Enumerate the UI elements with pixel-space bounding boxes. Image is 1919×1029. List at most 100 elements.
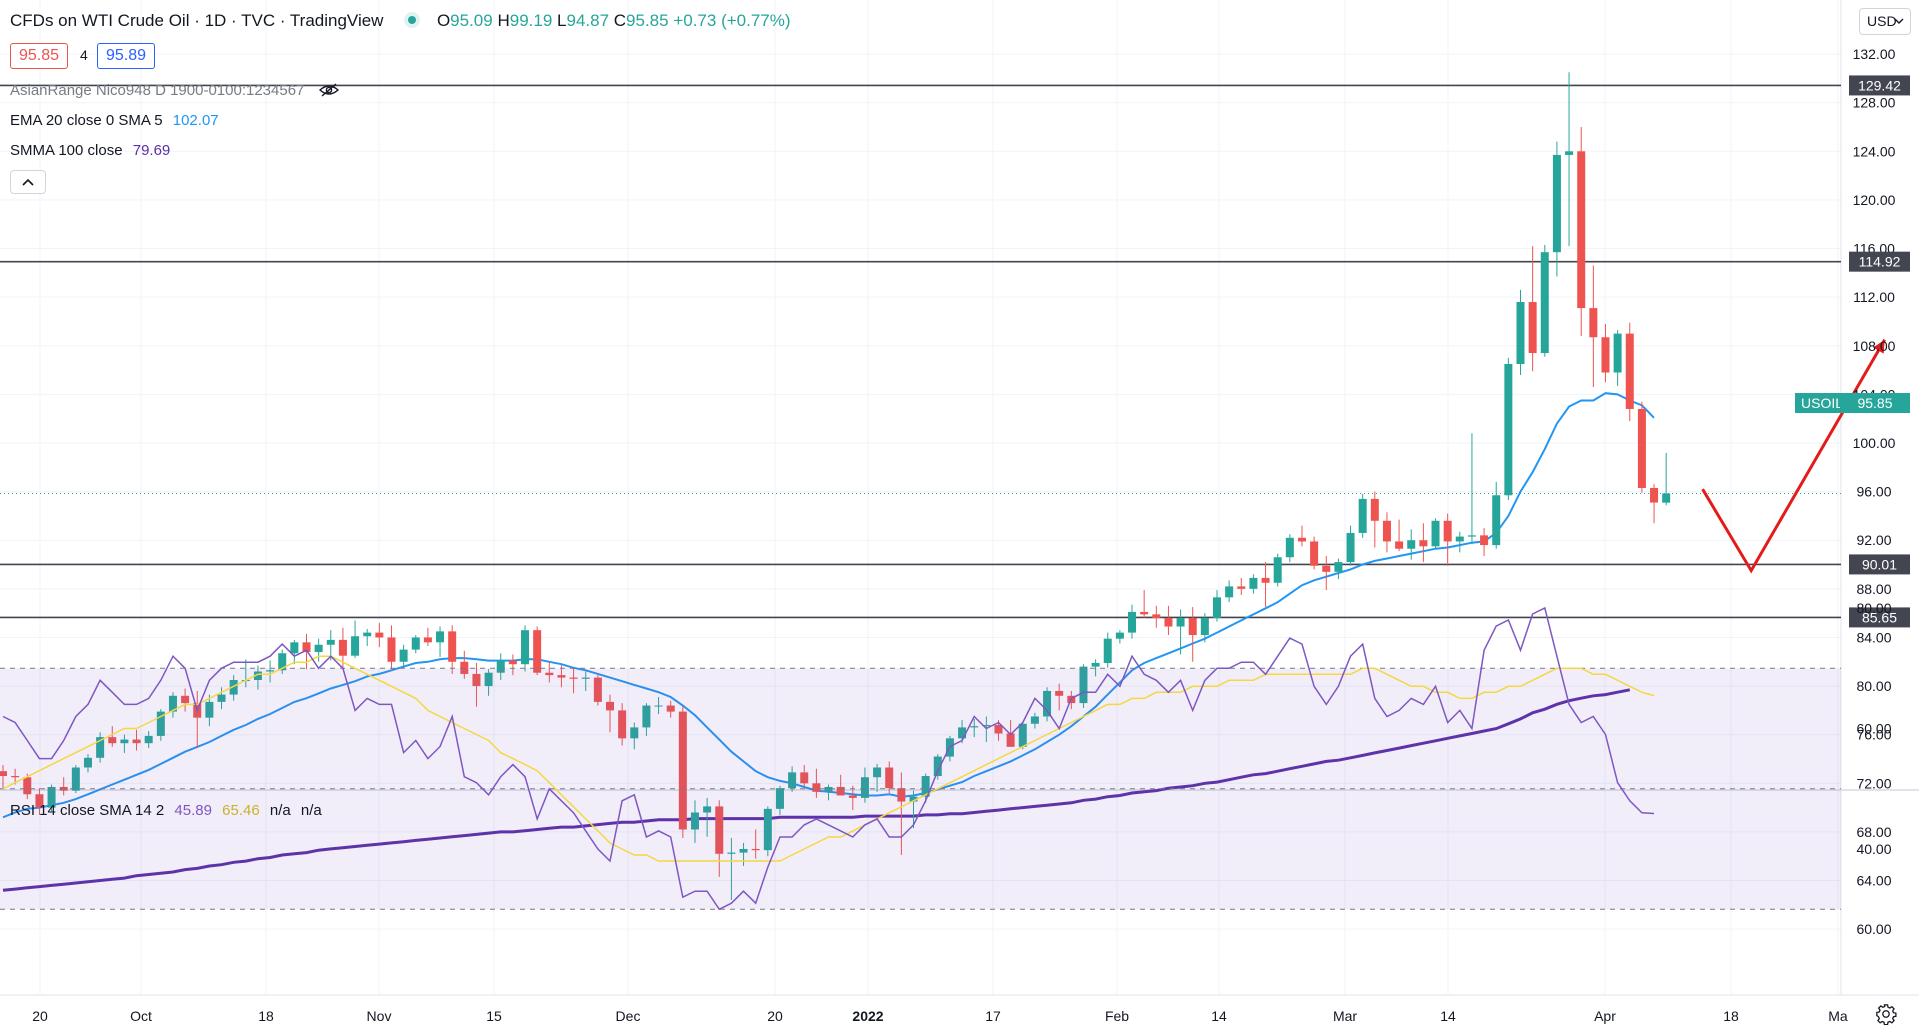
candle [921,773,930,803]
candle [399,644,408,668]
price-tick-label: 124.00 [1853,143,1896,159]
chevron-down-icon [1894,9,1904,42]
candle [387,625,396,670]
candle [1043,687,1052,722]
candle [800,765,809,787]
candle-body [338,639,347,656]
candle-body [824,786,833,792]
price-tick-label: 84.00 [1856,629,1891,645]
candle-body [1310,541,1319,566]
candle [727,838,736,900]
candle [970,718,979,738]
close-value: 95.85 [626,11,669,30]
ema-legend[interactable]: EMA 20 close 0 SMA 5 102.07 [10,112,219,129]
rsi-legend[interactable]: RSI 14 close SMA 14 2 45.89 65.46 n/a n/… [10,802,322,819]
rsi-sma-value: 65.46 [222,802,260,819]
candle-body [120,739,129,744]
ema-label: EMA 20 close 0 SMA 5 [10,112,163,129]
candle-body [897,788,906,802]
candle-body [387,637,396,662]
candle-body [1055,690,1064,696]
candle-body [994,724,1003,734]
candle-body [1043,690,1052,717]
candle-body [302,642,311,653]
candle [108,726,117,747]
sell-price: 95.85 [19,47,60,64]
chart-header: CFDs on WTI Crude Oil · 1D · TVC · Tradi… [10,11,791,31]
candle-body [1273,557,1282,583]
time-tick-label: Dec [616,1008,641,1024]
high-value: 99.19 [509,11,553,30]
candle-body [96,737,105,758]
candle-body [1237,586,1246,589]
candle-body [217,694,226,702]
candle [351,620,360,659]
level-label: 114.92 [1859,254,1901,270]
candle [278,649,287,674]
candle-body [751,848,760,851]
candle-body [399,649,408,662]
smma-value: 79.69 [132,142,171,159]
candle [1552,141,1561,277]
arrow-head [1873,339,1885,354]
time-tick-label: Oct [130,1008,152,1024]
asian-range-legend[interactable]: AsianRange Nico948 D 1900-0100:1234567 [10,82,339,102]
candle-body [1431,520,1440,547]
candle [423,627,432,646]
smma-label: SMMA 100 close [10,142,123,159]
candle-body [1528,302,1537,354]
open-value: 95.09 [450,11,493,30]
time-tick-label: 2022 [852,1008,883,1024]
candle [545,661,554,683]
candle [1577,126,1586,337]
candle-body [1103,638,1112,663]
candle [448,625,457,674]
candle-body [1140,611,1149,615]
candle [1128,604,1137,639]
gear-icon[interactable] [1875,1003,1897,1029]
high-label: H [497,11,510,30]
time-tick-label: 14 [1440,1008,1456,1024]
candle-body [1213,597,1221,619]
candle [23,773,32,800]
candle [521,625,530,672]
currency-selector[interactable]: USD [1859,8,1911,35]
candle [1079,664,1088,708]
candle-body [1225,586,1234,598]
price-tick-label: 68.00 [1856,824,1891,840]
time-tick-label: 17 [985,1008,1001,1024]
projection-path [1701,338,1886,574]
buy-price-button[interactable]: 95.89 [97,43,156,69]
candle [35,788,44,815]
candle-body [860,777,869,798]
price-tick-label: 80.00 [1856,678,1891,694]
candle [1006,720,1015,747]
time-tick-label: 20 [32,1008,48,1024]
price-tick-label: 120.00 [1853,192,1896,208]
candle-body [47,786,56,808]
candle-body [1346,532,1355,563]
candle-body [11,776,20,778]
candle-body [1164,618,1173,627]
collapse-legend-button[interactable] [10,170,46,194]
candle [168,692,177,718]
candle [678,705,687,839]
eye-hidden-icon[interactable] [318,82,339,102]
price-grid [0,0,1841,995]
time-tick-label: 18 [1723,1008,1739,1024]
candle-body [812,783,821,792]
candle-body [1650,487,1659,503]
candle [739,842,748,866]
chevron-up-icon [22,173,34,191]
chart-title[interactable]: CFDs on WTI Crude Oil · 1D · TVC · Tradi… [10,11,384,30]
candle-body [1261,577,1270,583]
smma-legend[interactable]: SMMA 100 close 79.69 [10,142,170,159]
candle [1443,513,1452,566]
candle [1431,518,1440,549]
sell-price-button[interactable]: 95.85 [10,43,69,69]
price-tick-label: 96.00 [1856,484,1891,500]
candle [994,720,1003,741]
price-tick-label: 60.00 [1856,921,1891,937]
time-axis: 20 Oct 18 Nov 15 Dec 20 2022 17 Feb 14 Mar 14 Apr 18 Ma [32,1008,1848,1024]
